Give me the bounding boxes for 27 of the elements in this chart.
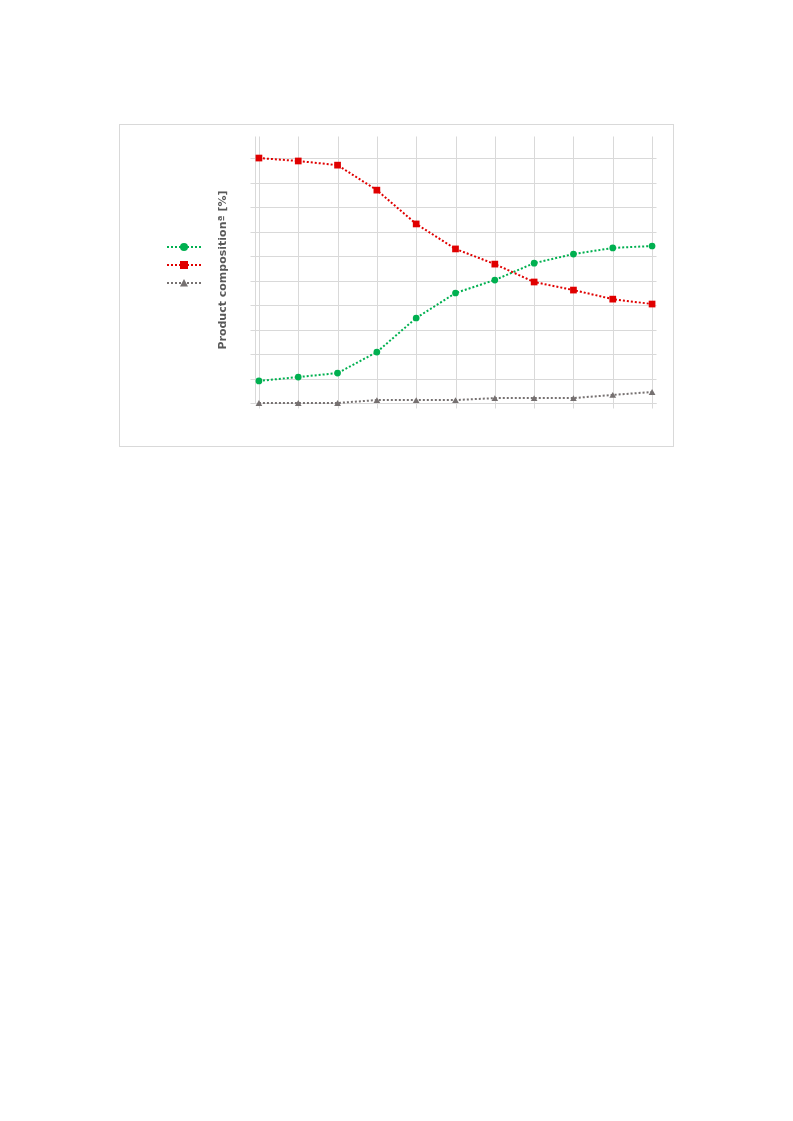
point: [255, 377, 263, 385]
point: [570, 286, 577, 294]
point: [570, 395, 577, 402]
point: [294, 373, 302, 381]
point: [373, 348, 381, 356]
point: [491, 276, 499, 284]
point: [452, 397, 459, 403]
point: [412, 397, 420, 403]
point: [452, 289, 459, 297]
point: [412, 220, 420, 228]
point: [609, 295, 617, 303]
point: [334, 369, 341, 377]
point: [570, 250, 577, 258]
point: [648, 389, 656, 395]
point: [609, 392, 617, 398]
point: [491, 395, 499, 402]
point: [648, 242, 656, 250]
point: [530, 259, 538, 267]
point: [294, 157, 302, 165]
point: [412, 314, 420, 322]
point: [373, 397, 381, 403]
point: [609, 244, 617, 252]
point: [334, 161, 341, 169]
y-axis-title: Product compositionª [%]: [216, 190, 229, 350]
point: [491, 260, 499, 268]
point: [452, 245, 459, 253]
point: [530, 395, 538, 402]
